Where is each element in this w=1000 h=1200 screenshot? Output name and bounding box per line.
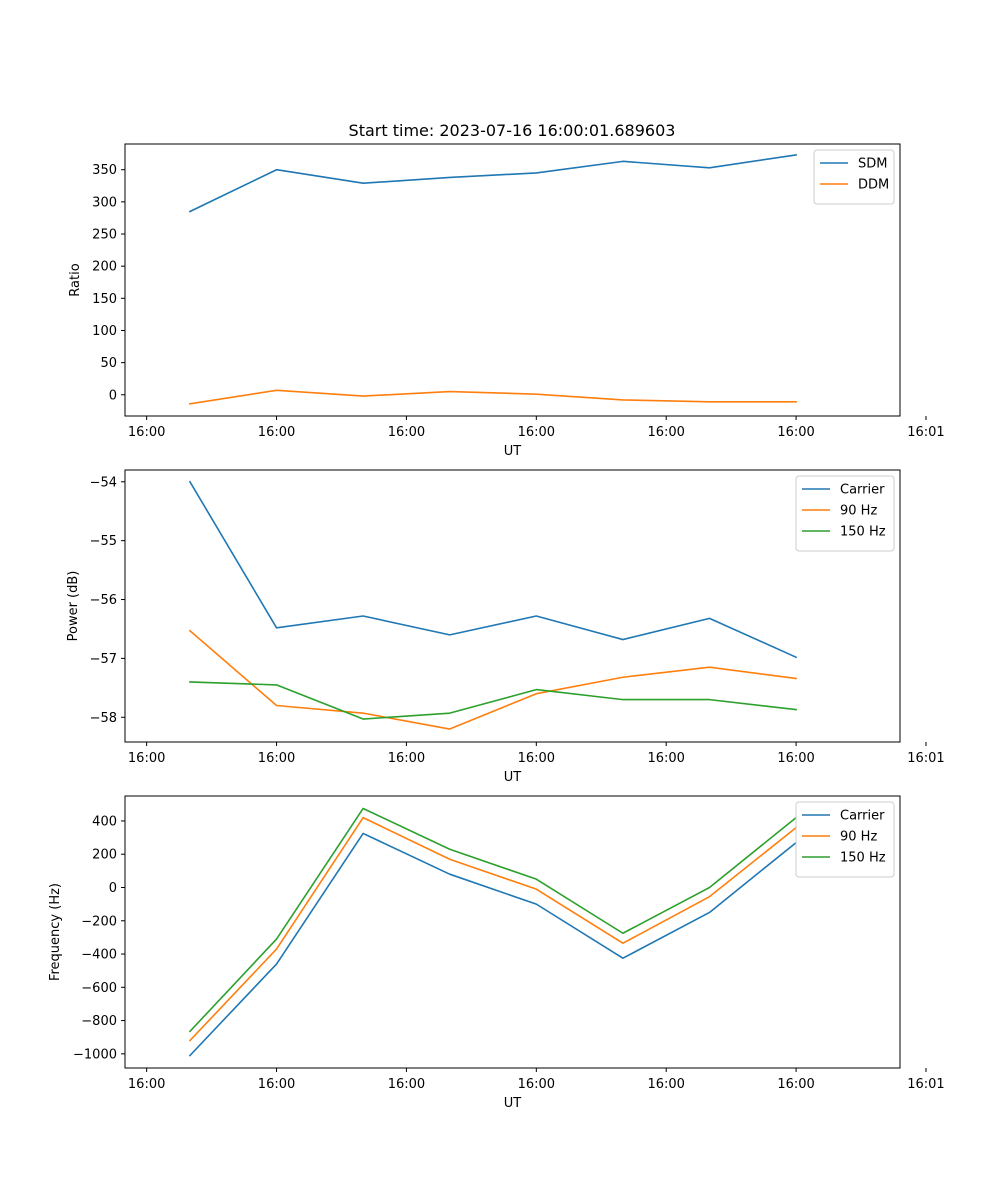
ratio-legend-label: DDM xyxy=(858,178,889,193)
ratio-ytick-label: 100 xyxy=(92,324,117,339)
frequency-xaxis-label: UT xyxy=(504,1096,522,1111)
ratio-xtick-label: 16:00 xyxy=(647,425,684,440)
ratio-ytick-label: 350 xyxy=(92,163,117,178)
frequency-xtick-label: 16:00 xyxy=(128,1077,165,1092)
power-legend-label: Carrier xyxy=(840,483,885,498)
ratio-xtick-label: 16:00 xyxy=(388,425,425,440)
ratio-xaxis-label: UT xyxy=(504,444,522,459)
power-series-150-hz-line xyxy=(189,681,797,720)
frequency-ytick-label: 200 xyxy=(92,848,117,863)
ratio-axes-frame xyxy=(124,143,901,417)
power-ytick-label: −56 xyxy=(90,593,117,608)
power-series-90-hz-line xyxy=(188,629,797,730)
frequency-ytick-label: −600 xyxy=(81,981,117,996)
frequency-series-90-hz-line xyxy=(188,816,798,1042)
subplots: 0 50 100 150 200 250 300 350 16:00 16:00 16:00 16:0… xyxy=(48,143,945,1111)
frequency-xtick-label: 16:00 xyxy=(388,1077,425,1092)
frequency-axes-frame xyxy=(124,795,901,1069)
frequency-legend-label: 90 Hz xyxy=(840,830,877,845)
frequency-xtick-label: 16:00 xyxy=(777,1077,814,1092)
ratio-legend: SDM DDM xyxy=(813,149,895,205)
ratio-yaxis-label: Ratio xyxy=(68,263,83,296)
power-legend-label: 150 Hz xyxy=(840,525,886,540)
ratio-xtick-label: 16:00 xyxy=(128,425,165,440)
power-xtick-label: 16:00 xyxy=(388,751,425,766)
frequency-panel: −1000 −800 −600 −400 −200 0 200 400 16:00 16:00 16… xyxy=(48,795,945,1111)
frequency-xtick-label: 16:00 xyxy=(518,1077,555,1092)
frequency-legend-box xyxy=(795,801,895,878)
frequency-series-150-hz-line xyxy=(188,807,798,1033)
ratio-ytick-label: 250 xyxy=(92,228,117,243)
frequency-xtick-label: 16:01 xyxy=(907,1077,944,1092)
frequency-yaxis-label: Frequency (Hz) xyxy=(48,883,63,981)
power-ytick-label: −58 xyxy=(90,711,117,726)
frequency-ytick-label: −1000 xyxy=(73,1047,117,1062)
ratio-ytick-label: 0 xyxy=(109,388,117,403)
frequency-ytick-label: 0 xyxy=(109,881,117,896)
power-series-carrier-line xyxy=(188,480,798,659)
ratio-xtick-label: 16:00 xyxy=(258,425,295,440)
ratio-ytick-label: 50 xyxy=(100,356,117,371)
power-ytick-label: −57 xyxy=(90,652,117,667)
power-axes-frame xyxy=(124,469,901,743)
ratio-xtick-label: 16:00 xyxy=(777,425,814,440)
power-legend: Carrier 90 Hz 150 Hz xyxy=(795,475,895,552)
ratio-ytick-label: 300 xyxy=(92,195,117,210)
frequency-ytick-label: −200 xyxy=(81,914,117,929)
power-xtick-label: 16:00 xyxy=(647,751,684,766)
power-xtick-label: 16:00 xyxy=(258,751,295,766)
power-xtick-label: 16:00 xyxy=(518,751,555,766)
power-ytick-label: −54 xyxy=(90,475,117,490)
power-ytick-label: −55 xyxy=(90,534,117,549)
power-xtick-label: 16:00 xyxy=(128,751,165,766)
figure-title: Start time: 2023-07-16 16:00:01.689603 xyxy=(349,121,676,140)
ratio-xtick-label: 16:00 xyxy=(518,425,555,440)
frequency-ytick-label: −800 xyxy=(81,1014,117,1029)
power-xaxis-label: UT xyxy=(504,770,522,785)
ratio-panel: 0 50 100 150 200 250 300 350 16:00 16:00 16:00 16:0… xyxy=(68,143,945,459)
frequency-xtick-label: 16:00 xyxy=(647,1077,684,1092)
power-yaxis-label: Power (dB) xyxy=(66,571,81,642)
ratio-ytick-label: 200 xyxy=(92,260,117,275)
power-xtick-label: 16:00 xyxy=(777,751,814,766)
frequency-legend-label: Carrier xyxy=(840,809,885,824)
power-legend-box xyxy=(795,475,895,552)
frequency-legend: Carrier 90 Hz 150 Hz xyxy=(795,801,895,878)
frequency-ytick-label: −400 xyxy=(81,948,117,963)
ratio-series-ddm-line xyxy=(189,389,797,405)
frequency-legend-label: 150 Hz xyxy=(840,851,886,866)
ratio-ytick-label: 150 xyxy=(92,292,117,307)
power-xtick-label: 16:01 xyxy=(907,751,944,766)
frequency-ytick-label: 400 xyxy=(92,814,117,829)
ratio-legend-label: SDM xyxy=(858,157,887,172)
power-panel: −58 −57 −56 −55 −54 16:00 16:00 16:00 16:00 16:00… xyxy=(66,469,945,785)
frequency-xtick-label: 16:00 xyxy=(258,1077,295,1092)
frequency-series-carrier-line xyxy=(188,832,798,1057)
power-legend-label: 90 Hz xyxy=(840,504,877,519)
ratio-series-sdm-line xyxy=(188,154,797,213)
ratio-xtick-label: 16:01 xyxy=(907,425,944,440)
